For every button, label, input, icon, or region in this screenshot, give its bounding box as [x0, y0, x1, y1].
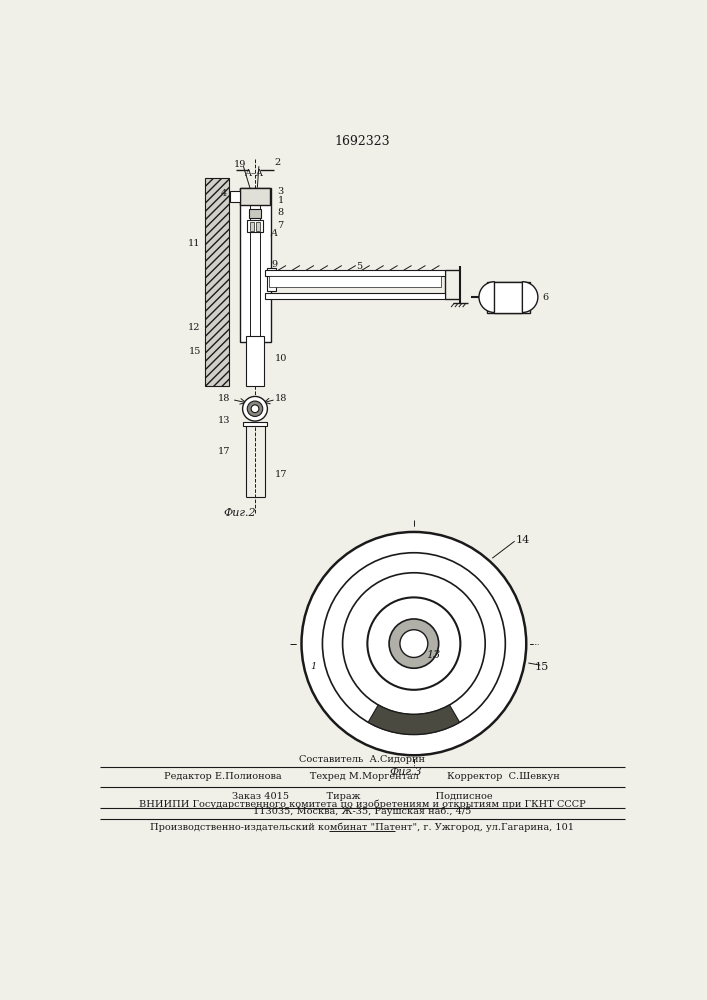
Bar [265, 293, 445, 299]
Circle shape [400, 630, 428, 657]
Text: 1: 1 [310, 662, 316, 671]
Bar [204, 178, 230, 386]
Circle shape [389, 619, 438, 668]
Text: Заказ 4015            Тираж                        Подписное: Заказ 4015 Тираж Подписное [232, 792, 492, 801]
Bar [247, 220, 263, 232]
Text: 13: 13 [426, 650, 440, 660]
Text: Фиг.2: Фиг.2 [223, 508, 256, 518]
Circle shape [298, 528, 530, 759]
Bar [250, 222, 255, 231]
Circle shape [243, 396, 267, 421]
Text: 19: 19 [234, 160, 247, 169]
Wedge shape [522, 282, 538, 312]
Text: 10: 10 [274, 354, 287, 363]
Text: Редактор Е.Полионова         Техред М.Моргентал         Корректор  С.Шевкун: Редактор Е.Полионова Техред М.Моргентал … [164, 772, 560, 781]
Circle shape [322, 553, 506, 734]
Bar [265, 270, 445, 276]
Bar [240, 188, 271, 342]
Bar [240, 188, 270, 205]
Bar [249, 209, 261, 218]
Circle shape [251, 405, 259, 413]
Circle shape [343, 573, 485, 714]
Text: 6: 6 [542, 293, 549, 302]
Bar [230, 191, 240, 202]
Bar [267, 268, 276, 291]
Text: 13: 13 [218, 416, 230, 425]
Text: 11: 11 [188, 239, 201, 248]
Text: 1692323: 1692323 [334, 135, 390, 148]
Text: A–A: A–A [244, 169, 263, 178]
Text: 18: 18 [274, 394, 287, 403]
Text: 15: 15 [534, 662, 549, 672]
Text: 18: 18 [218, 394, 230, 403]
Text: 17: 17 [274, 470, 287, 479]
Text: 7: 7 [277, 221, 284, 230]
Text: 17: 17 [218, 447, 230, 456]
Text: A: A [271, 229, 278, 238]
Text: 8: 8 [278, 208, 284, 217]
Text: Составитель  А.Сидорин: Составитель А.Сидорин [299, 755, 425, 764]
Text: 2: 2 [274, 158, 281, 167]
Text: 9: 9 [271, 260, 277, 269]
Bar [494, 282, 522, 312]
Text: 4: 4 [221, 189, 227, 198]
Text: Фиг.3: Фиг.3 [390, 767, 423, 777]
Text: 14: 14 [515, 535, 530, 545]
Bar [247, 336, 264, 386]
Bar [269, 276, 441, 287]
Text: 15: 15 [188, 347, 201, 356]
Text: 5: 5 [356, 262, 363, 271]
Wedge shape [479, 282, 494, 312]
Bar [243, 422, 267, 426]
Bar [486, 282, 530, 312]
Circle shape [247, 401, 263, 416]
Bar [250, 188, 260, 342]
Circle shape [368, 597, 460, 690]
Text: 113035, Москва, Ж-35, Раушская наб., 4/5: 113035, Москва, Ж-35, Раушская наб., 4/5 [253, 807, 471, 816]
Text: 1: 1 [277, 196, 284, 205]
Text: ВНИИПИ Государственного комитета по изобретениям и открытиям при ГКНТ СССР: ВНИИПИ Государственного комитета по изоб… [139, 799, 585, 809]
Text: 3: 3 [277, 187, 284, 196]
Text: 12: 12 [188, 323, 201, 332]
Wedge shape [368, 705, 460, 734]
Circle shape [301, 532, 526, 755]
Text: Производственно-издательский комбинат "Патент", г. Ужгород, ул.Гагарина, 101: Производственно-издательский комбинат "П… [150, 822, 574, 832]
Bar [256, 222, 260, 231]
